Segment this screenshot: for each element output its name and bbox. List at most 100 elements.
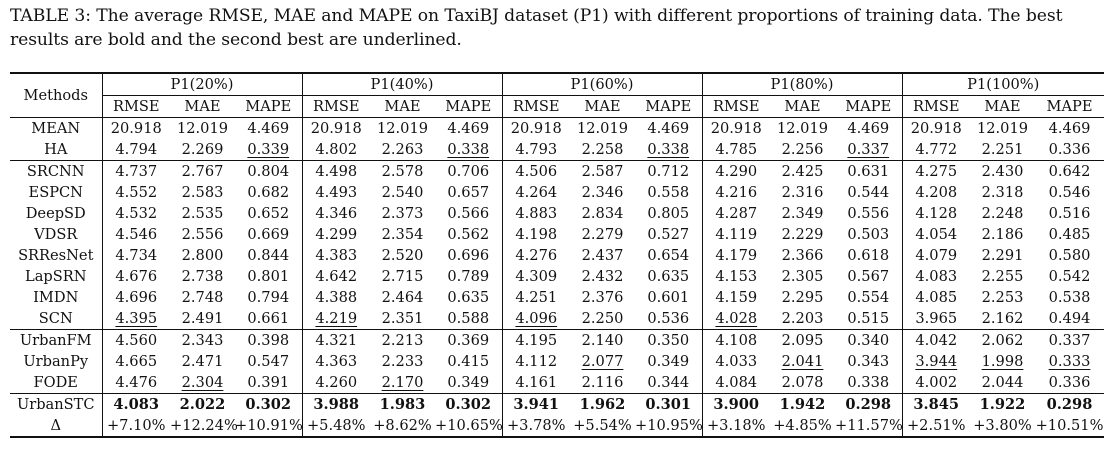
method-name: IMDN	[10, 287, 103, 308]
value-cell: 4.153	[702, 266, 770, 287]
cell-value: 2.351	[381, 309, 424, 327]
cell-value: 2.269	[181, 140, 224, 158]
cell-value: 0.556	[847, 204, 890, 222]
cell-value: 4.552	[115, 183, 158, 201]
group-header-row: Methods P1(20%) P1(40%) P1(60%) P1(80%) …	[10, 72, 1105, 118]
value-cell: 0.544	[835, 182, 903, 203]
value-cell: 2.077	[570, 351, 635, 372]
cell-value: 0.558	[647, 183, 690, 201]
cell-value: 2.295	[781, 288, 824, 306]
value-cell: 4.383	[302, 245, 370, 266]
value-cell: 4.772	[902, 139, 970, 161]
cell-value: 4.085	[915, 288, 958, 306]
cell-value: 4.216	[715, 183, 758, 201]
value-cell: 4.506	[502, 160, 570, 182]
table-row: IMDN 4.696 2.748 0.794 4.388 2.464 0.635 4.251 2…	[10, 287, 1104, 308]
cell-value: 4.083	[113, 395, 160, 413]
method-name: SCN	[10, 308, 103, 330]
cell-value: 4.083	[915, 267, 958, 285]
value-cell: 0.566	[435, 203, 503, 224]
value-cell: +4.85%	[770, 415, 835, 438]
cell-value: 0.804	[247, 162, 290, 180]
cell-value: 2.186	[981, 225, 1024, 243]
cell-value: +10.51%	[1035, 416, 1104, 434]
value-cell: 1.998	[970, 351, 1035, 372]
cell-value: 4.665	[115, 352, 158, 370]
value-cell: 0.682	[235, 182, 303, 203]
cell-value: 2.258	[581, 140, 624, 158]
cell-value: +7.10%	[106, 416, 166, 434]
value-cell: 4.028	[702, 308, 770, 330]
cell-value: 2.583	[181, 183, 224, 201]
cell-value: 4.493	[315, 183, 358, 201]
value-cell: 2.432	[570, 266, 635, 287]
value-cell: 2.540	[370, 182, 435, 203]
value-cell: 0.794	[235, 287, 303, 308]
cell-value: 4.560	[115, 331, 158, 349]
cell-value: 2.587	[581, 162, 624, 180]
cell-value: 0.298	[845, 395, 892, 413]
metric-header: MAE	[184, 97, 221, 115]
value-cell: 4.321	[302, 329, 370, 351]
value-cell: 0.336	[1035, 372, 1104, 394]
cell-value: 2.078	[781, 373, 824, 391]
cell-value: 4.309	[515, 267, 558, 285]
cell-value: 0.546	[1048, 183, 1091, 201]
cell-value: 4.054	[915, 225, 958, 243]
cell-value: 0.391	[247, 373, 290, 391]
cell-value: 4.208	[915, 183, 958, 201]
group-header: P1(80%)	[702, 72, 903, 96]
metric-header: MAPE	[435, 95, 503, 118]
cell-value: 0.338	[847, 373, 890, 391]
cell-value: 0.336	[1048, 373, 1091, 391]
value-cell: 2.349	[770, 203, 835, 224]
cell-value: 0.485	[1048, 225, 1091, 243]
cell-value: 0.794	[247, 288, 290, 306]
group-header: P1(100%)	[902, 72, 1105, 96]
method-name: UrbanSTC	[10, 393, 103, 415]
value-cell: 20.918	[102, 117, 170, 139]
value-cell: 4.216	[702, 182, 770, 203]
value-cell: 0.696	[435, 245, 503, 266]
cell-value: +8.62%	[373, 416, 432, 434]
cell-value: 0.588	[447, 309, 490, 327]
cell-value: 4.002	[915, 373, 958, 391]
cell-value: +10.91%	[235, 416, 303, 434]
value-cell: 4.119	[702, 224, 770, 245]
cell-value: 2.263	[381, 140, 424, 158]
cell-value: 4.179	[715, 246, 758, 264]
cell-value: 0.844	[247, 246, 290, 264]
cell-value: +10.95%	[635, 416, 703, 434]
cell-value: 2.291	[981, 246, 1024, 264]
value-cell: +11.57%	[835, 415, 903, 438]
cell-value: 0.340	[847, 331, 890, 349]
value-cell: +2.51%	[902, 415, 970, 438]
cell-value: 2.162	[981, 309, 1024, 327]
cell-value: 4.696	[115, 288, 158, 306]
cell-value: 0.349	[647, 352, 690, 370]
method-name: UrbanPy	[10, 351, 103, 372]
cell-value: +3.18%	[706, 416, 766, 434]
table-row: LapSRN 4.676 2.738 0.801 4.642 2.715 0.789 4.30…	[10, 266, 1104, 287]
value-cell: 0.338	[435, 139, 503, 161]
cell-value: +4.85%	[773, 416, 832, 434]
method-name: HA	[10, 139, 103, 161]
cell-value: 4.033	[715, 352, 758, 370]
cell-value: 4.363	[315, 352, 358, 370]
value-cell: 4.676	[102, 266, 170, 287]
cell-value: 4.469	[247, 119, 290, 137]
value-cell: 4.793	[502, 139, 570, 161]
value-cell: 0.657	[435, 182, 503, 203]
value-cell: 2.366	[770, 245, 835, 266]
cell-value: 0.516	[1048, 204, 1091, 222]
value-cell: 0.494	[1035, 308, 1104, 330]
value-cell: 2.279	[570, 224, 635, 245]
cell-value: 4.772	[915, 140, 958, 158]
cell-value: 0.503	[847, 225, 890, 243]
value-cell: 0.542	[1035, 266, 1104, 287]
cell-value: 4.793	[515, 140, 558, 158]
method-name: UrbanFM	[10, 329, 103, 351]
value-cell: 2.354	[370, 224, 435, 245]
cell-value: 0.566	[447, 204, 490, 222]
cell-value: 2.432	[581, 267, 624, 285]
